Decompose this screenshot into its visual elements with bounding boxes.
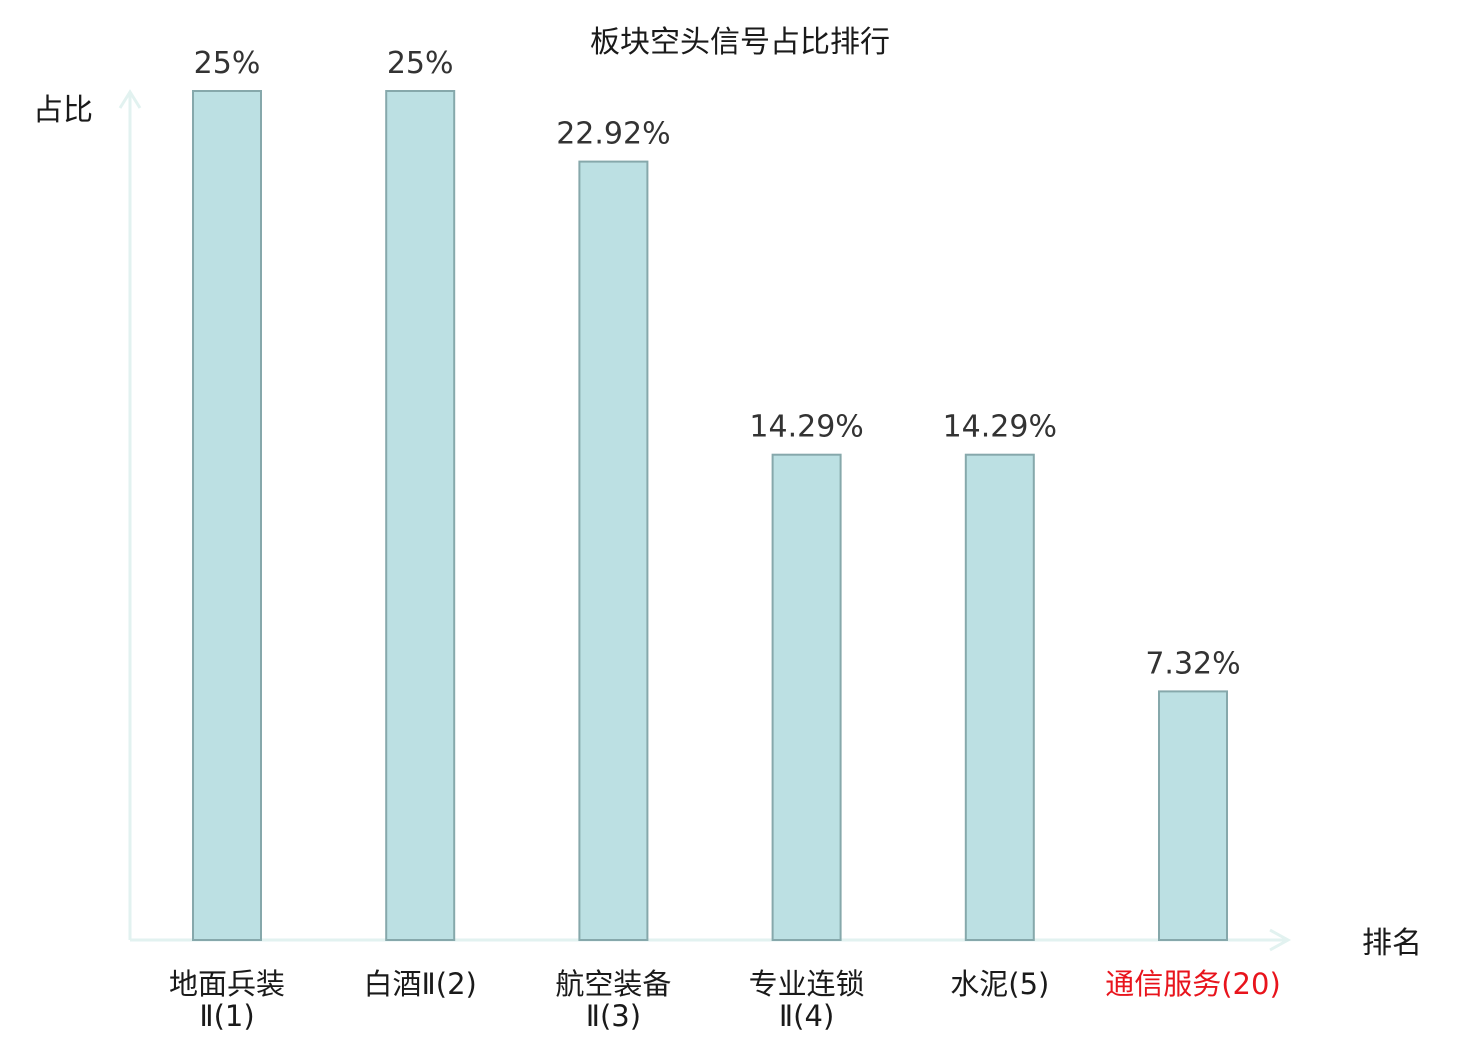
axes [118,89,1292,952]
x-axis-label: 排名 [1362,926,1422,961]
x-tick-label: Ⅱ(3) [586,999,641,1033]
bar [192,90,262,941]
x-tick-label: 航空装备 [555,967,671,1001]
x-tick-label: 专业连锁 [749,967,865,1001]
bar-value-label: 25% [194,46,261,81]
bar [964,453,1035,941]
x-tick-label: 地面兵装 [169,967,285,1001]
bar-value-label: 25% [387,46,454,81]
bar-value-label: 14.29% [749,410,863,445]
x-tick-label: 白酒Ⅱ(2) [364,967,477,1001]
x-tick-label: Ⅱ(1) [199,999,254,1033]
bar [771,453,842,941]
x-axis-arrow-icon [1269,928,1292,952]
x-tick-label: 水泥(5) [950,967,1049,1001]
bar [385,90,456,941]
bar-value-label: 22.92% [556,117,670,152]
bar-value-label: 14.29% [943,410,1057,445]
x-tick-label: Ⅱ(4) [779,999,834,1033]
chart-title: 板块空头信号占比排行 [590,25,890,60]
x-tick-label: 通信服务(20) [1105,967,1281,1001]
bar [578,160,649,942]
y-axis-arrow-icon [118,89,142,109]
bar-value-label: 7.32% [1145,646,1240,681]
y-axis-label: 占比 [33,93,93,128]
bar [1158,690,1228,942]
